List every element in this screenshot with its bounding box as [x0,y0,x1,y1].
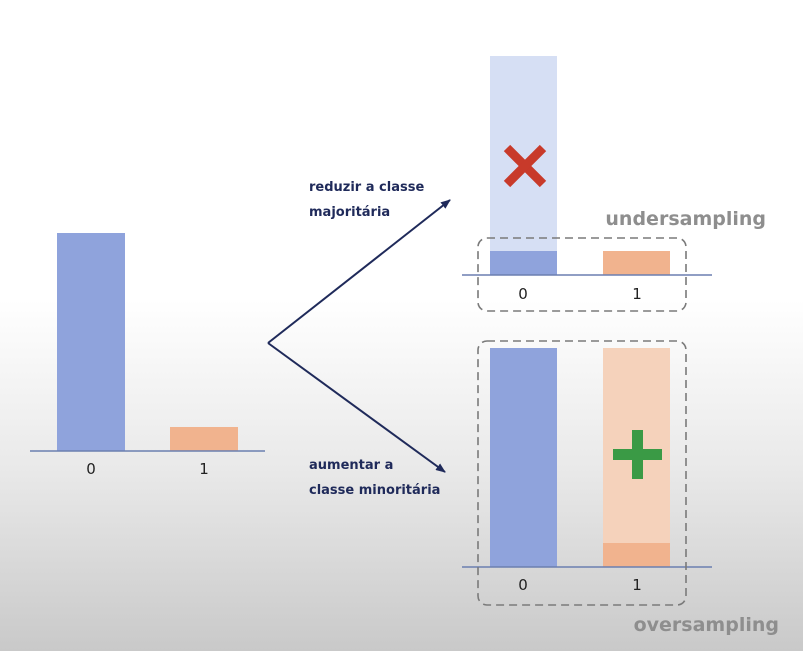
arrow-to-undersampling [267,199,451,344]
oversampling-tick-0: 0 [518,576,528,594]
oversampling-bar-class-0 [490,348,557,567]
original-chart: 0 1 [30,233,265,478]
undersampling-chart: 0 1 undersampling [462,56,766,312]
branch-arrows: reduzir a classe majoritária aumentar a … [267,180,451,498]
undersampling-selection-box [477,237,687,312]
undersampling-arrow-label-line1: reduzir a classe [309,180,424,195]
cross-icon [503,144,547,188]
undersampling-label: undersampling [605,208,766,230]
undersampling-removed-portion [490,56,557,251]
oversampling-tick-1: 1 [632,576,642,594]
oversampling-label: oversampling [634,614,779,636]
undersampling-bar-class-1 [603,251,670,275]
plus-icon [613,430,662,479]
undersampling-bar-class-0 [490,251,557,275]
oversampling-bar-class-1 [603,543,670,567]
undersampling-tick-1: 1 [632,285,642,303]
undersampling-arrow-label-line2: majoritária [309,205,390,220]
undersampling-tick-0: 0 [518,285,528,303]
oversampling-arrow-label-line1: aumentar a [309,458,393,473]
oversampling-chart: 0 1 oversampling [462,340,779,636]
original-bar-class-1 [170,427,238,451]
original-bar-class-0 [57,233,125,451]
arrow-to-oversampling [267,342,446,473]
oversampling-selection-box [477,340,687,606]
original-tick-0: 0 [86,460,96,478]
oversampling-arrow-label-line2: classe minoritária [309,483,440,498]
original-tick-1: 1 [199,460,209,478]
